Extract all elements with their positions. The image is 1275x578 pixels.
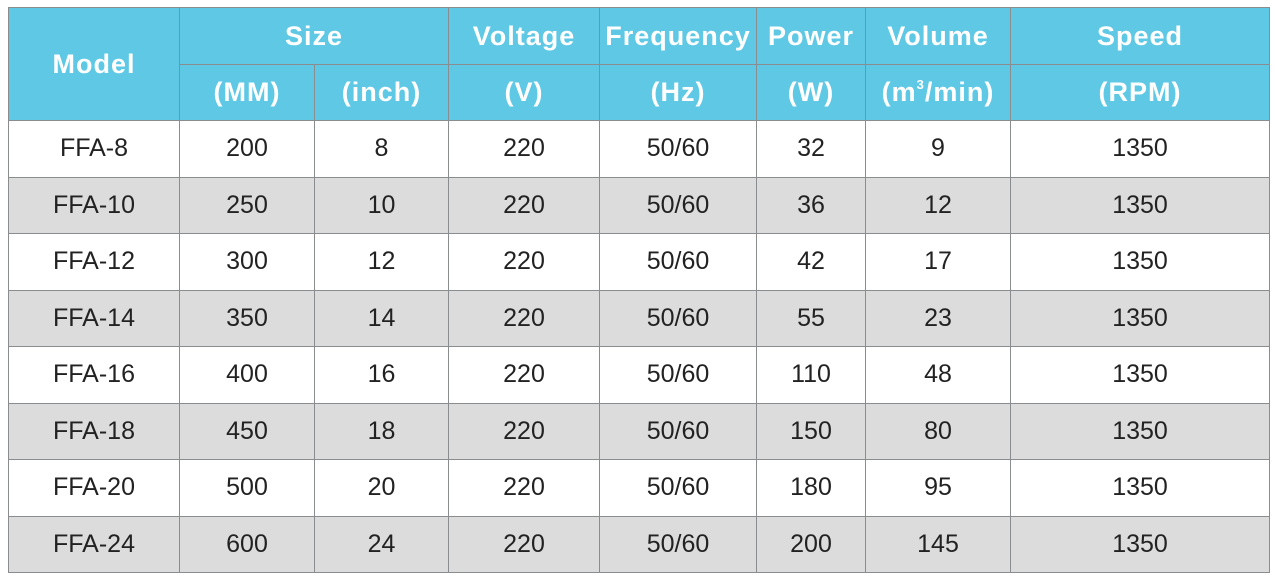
cell-speed: 1350: [1010, 289, 1270, 347]
table-row: FFA-20 500 20 220 50/60 180 95 1350: [8, 459, 1270, 517]
cell-power: 42: [756, 233, 866, 291]
cell-voltage: 220: [448, 515, 600, 573]
table-row: FFA-10 250 10 220 50/60 36 12 1350: [8, 176, 1270, 234]
header-size: Size: [179, 7, 449, 65]
cell-size-mm: 200: [179, 120, 315, 178]
cell-voltage: 220: [448, 120, 600, 178]
header-voltage-unit: (V): [448, 64, 600, 121]
cell-volume: 23: [865, 289, 1011, 347]
header-size-mm: (MM): [179, 64, 315, 121]
cell-size-mm: 250: [179, 176, 315, 234]
cell-volume: 48: [865, 346, 1011, 404]
cell-speed: 1350: [1010, 233, 1270, 291]
cell-volume: 80: [865, 402, 1011, 460]
cell-size-mm: 400: [179, 346, 315, 404]
cell-model: FFA-16: [8, 346, 180, 404]
cell-frequency: 50/60: [599, 459, 757, 517]
cell-size-mm: 300: [179, 233, 315, 291]
table-row: FFA-12 300 12 220 50/60 42 17 1350: [8, 233, 1270, 291]
cell-power: 55: [756, 289, 866, 347]
volume-unit-pre: (m: [881, 77, 917, 107]
cell-power: 32: [756, 120, 866, 178]
table-row: FFA-24 600 24 220 50/60 200 145 1350: [8, 515, 1270, 573]
cell-model: FFA-10: [8, 176, 180, 234]
cell-volume: 95: [865, 459, 1011, 517]
header-row-units: (MM) (inch) (V) (Hz) (W) (m3/min) (RPM): [9, 64, 1270, 121]
header-speed-unit: (RPM): [1010, 64, 1270, 121]
cell-voltage: 220: [448, 459, 600, 517]
cell-speed: 1350: [1010, 402, 1270, 460]
cell-model: FFA-18: [8, 402, 180, 460]
cell-voltage: 220: [448, 402, 600, 460]
header-model: Model: [8, 7, 180, 121]
cell-volume: 145: [865, 515, 1011, 573]
cell-size-inch: 24: [314, 515, 449, 573]
header-speed: Speed: [1010, 7, 1270, 65]
cell-size-inch: 14: [314, 289, 449, 347]
cell-power: 180: [756, 459, 866, 517]
cell-size-mm: 350: [179, 289, 315, 347]
header-size-inch: (inch): [314, 64, 449, 121]
cell-size-inch: 10: [314, 176, 449, 234]
cell-voltage: 220: [448, 346, 600, 404]
header-volume-unit: (m3/min): [865, 64, 1011, 121]
cell-model: FFA-24: [8, 515, 180, 573]
cell-size-inch: 20: [314, 459, 449, 517]
header-power: Power: [756, 7, 866, 65]
cell-frequency: 50/60: [599, 120, 757, 178]
cell-size-inch: 16: [314, 346, 449, 404]
cell-speed: 1350: [1010, 176, 1270, 234]
cell-frequency: 50/60: [599, 176, 757, 234]
cell-volume: 9: [865, 120, 1011, 178]
cell-frequency: 50/60: [599, 233, 757, 291]
cell-power: 200: [756, 515, 866, 573]
cell-speed: 1350: [1010, 120, 1270, 178]
cell-model: FFA-20: [8, 459, 180, 517]
cell-size-mm: 450: [179, 402, 315, 460]
cell-power: 36: [756, 176, 866, 234]
header-frequency: Frequency: [599, 7, 757, 65]
cell-voltage: 220: [448, 233, 600, 291]
cell-voltage: 220: [448, 289, 600, 347]
cell-size-mm: 600: [179, 515, 315, 573]
cell-volume: 12: [865, 176, 1011, 234]
cell-power: 150: [756, 402, 866, 460]
cell-power: 110: [756, 346, 866, 404]
table-row: FFA-16 400 16 220 50/60 110 48 1350: [8, 346, 1270, 404]
cell-size-inch: 8: [314, 120, 449, 178]
cell-frequency: 50/60: [599, 346, 757, 404]
cell-voltage: 220: [448, 176, 600, 234]
cell-frequency: 50/60: [599, 289, 757, 347]
table-row: FFA-18 450 18 220 50/60 150 80 1350: [8, 402, 1270, 460]
volume-unit-sup: 3: [916, 77, 925, 92]
spec-table: Model Size Voltage Frequency Power Volum…: [8, 7, 1270, 573]
cell-model: FFA-8: [8, 120, 180, 178]
cell-speed: 1350: [1010, 515, 1270, 573]
volume-unit-post: /min): [924, 77, 995, 107]
header-row-titles: Model Size Voltage Frequency Power Volum…: [8, 7, 1270, 121]
cell-speed: 1350: [1010, 459, 1270, 517]
table-header: Model Size Voltage Frequency Power Volum…: [8, 7, 1270, 121]
cell-model: FFA-12: [8, 233, 180, 291]
table-row: FFA-14 350 14 220 50/60 55 23 1350: [8, 289, 1270, 347]
header-power-unit: (W): [756, 64, 866, 121]
table-body: FFA-8 200 8 220 50/60 32 9 1350 FFA-10 250 10 220 50…: [8, 120, 1270, 573]
cell-size-inch: 18: [314, 402, 449, 460]
cell-speed: 1350: [1010, 346, 1270, 404]
cell-frequency: 50/60: [599, 515, 757, 573]
cell-frequency: 50/60: [599, 402, 757, 460]
cell-volume: 17: [865, 233, 1011, 291]
header-voltage: Voltage: [448, 7, 600, 65]
cell-model: FFA-14: [8, 289, 180, 347]
header-volume: Volume: [865, 7, 1011, 65]
cell-size-mm: 500: [179, 459, 315, 517]
table-row: FFA-8 200 8 220 50/60 32 9 1350: [8, 120, 1270, 178]
header-frequency-unit: (Hz): [599, 64, 757, 121]
cell-size-inch: 12: [314, 233, 449, 291]
